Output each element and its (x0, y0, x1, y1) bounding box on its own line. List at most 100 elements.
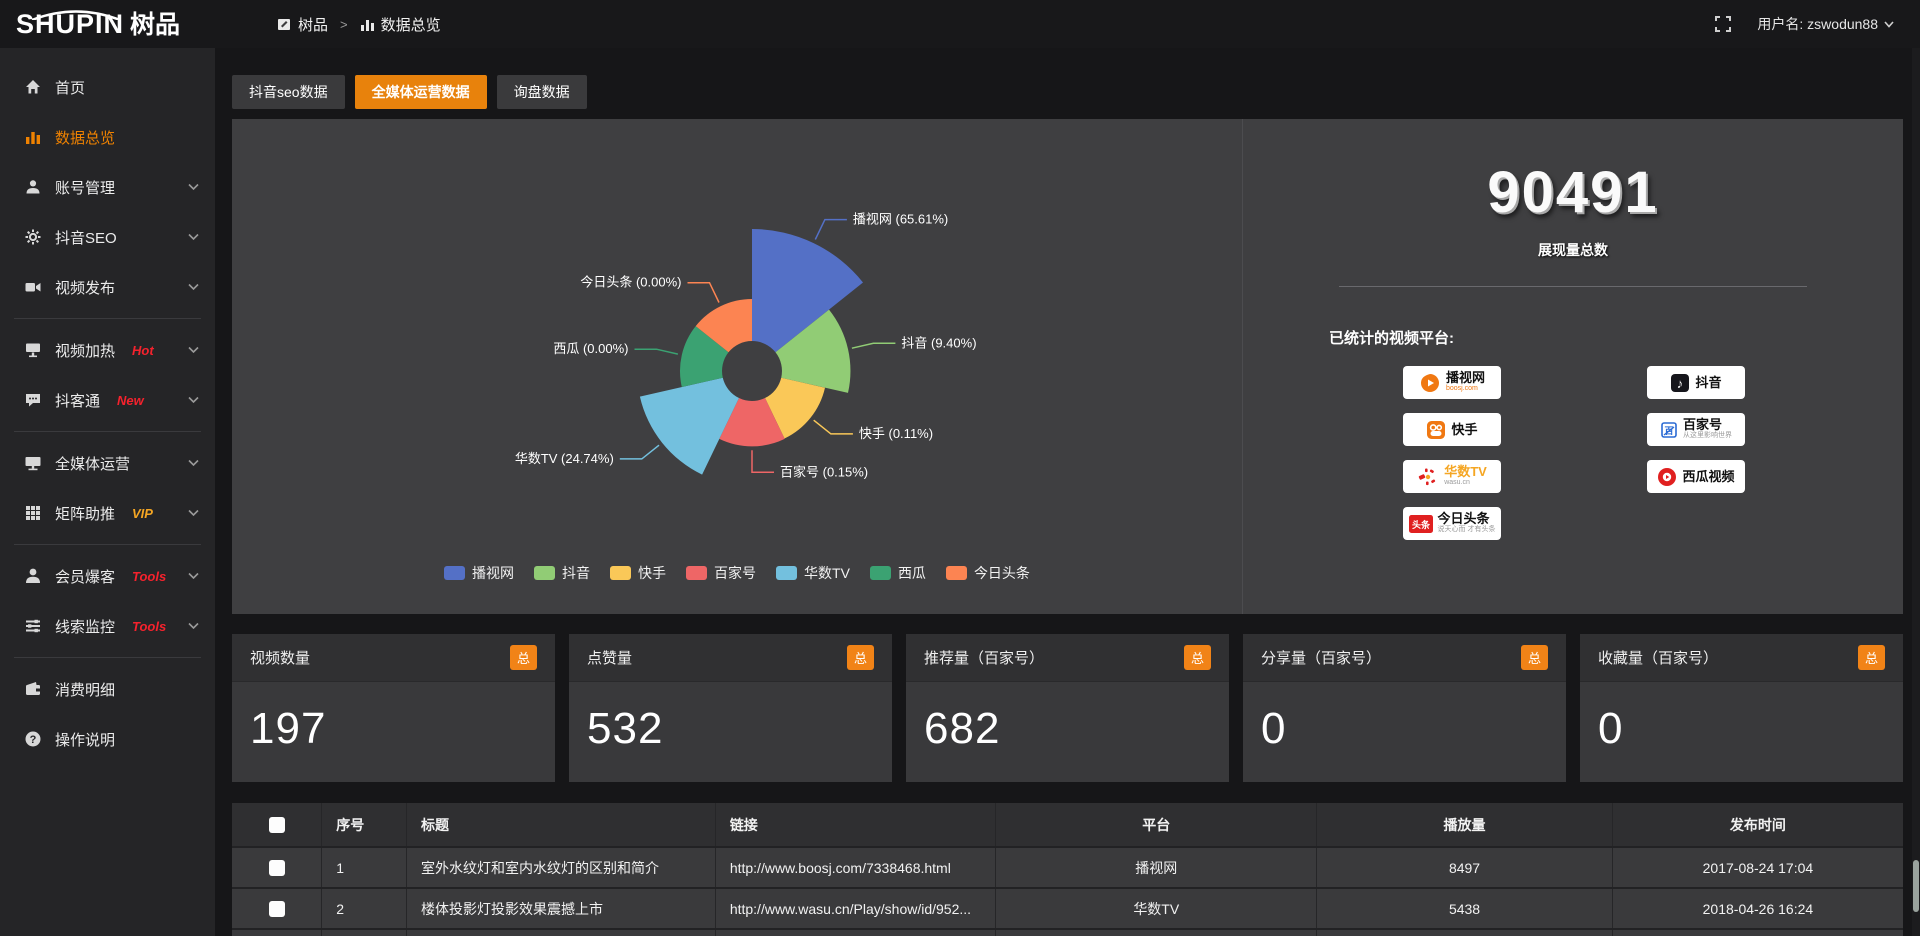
chevron-down-icon (188, 283, 199, 291)
pie-slice-5[interactable] (679, 326, 729, 387)
total-badge: 总 (509, 645, 537, 670)
legend-label: 播视网 (472, 565, 515, 581)
sidebar-item-all-media-operation[interactable]: 全媒体运营 (0, 438, 215, 488)
sidebar-item-clue-monitor[interactable]: 线索监控 Tools (0, 601, 215, 651)
table-header: 序号 标题 链接 平台 播放量 发布时间 (232, 803, 1903, 848)
platform-column-left: 播视网 boosj.com 快手 华数TV wasu.cn 头条 今日头条 说天心而 才有头条 (1403, 366, 1501, 540)
legend-item[interactable]: 抖音 (534, 563, 590, 583)
chevron-down-icon (188, 459, 199, 467)
row-index: 2 (321, 888, 407, 930)
pie-slice-4[interactable] (639, 377, 739, 475)
data-tabs: 抖音seo数据 全媒体运营数据 询盘数据 (232, 75, 1903, 109)
sidebar-item-tag: Tools (132, 618, 167, 634)
total-badge: 总 (1520, 645, 1548, 670)
legend-item[interactable]: 西瓜 (869, 563, 926, 583)
legend-label: 抖音 (562, 565, 591, 581)
scrollbar-thumb[interactable] (1913, 860, 1919, 912)
pie-label: 华数TV (24.74%) (515, 451, 614, 466)
logo-arc-icon (31, 9, 121, 20)
video-url-link[interactable]: http://www.boosj.com/7338468.html (714, 847, 996, 889)
platform-sub: 从这里影响世界 (1683, 432, 1732, 440)
sidebar-item-tag: VIP (132, 505, 153, 521)
pie-label-line (751, 450, 774, 474)
platform-sub: boosj.com (1445, 385, 1478, 393)
toutiao-logo-icon: 头条 (1408, 514, 1433, 533)
legend-item[interactable]: 快手 (610, 563, 666, 583)
video-url-link[interactable]: http://www.wasu.cn/Play/show/id/952... (714, 888, 996, 930)
video-url-link[interactable] (714, 929, 996, 936)
tab-douyin-seo-data[interactable]: 抖音seo数据 (232, 75, 345, 109)
stat-card-2: 推荐量（百家号） 总 682 (906, 634, 1229, 782)
pie-chart-area: 播视网 (65.61%) 抖音 (9.40%) 快手 (0.11%) 百家号 (0.1… (232, 119, 1242, 614)
pie-slice-2[interactable] (765, 377, 825, 439)
platform-badge-xigua: 西瓜视频 (1647, 460, 1745, 493)
pie-label-line (687, 281, 720, 303)
sidebar-item-douyin-seo[interactable]: 抖音SEO (0, 212, 215, 262)
sidebar-item-member-baoke[interactable]: 会员爆客 Tools (0, 551, 215, 601)
row-checkbox[interactable] (268, 860, 285, 877)
sidebar-item-label: 矩阵助推 (55, 505, 116, 523)
play-count-cell: 5438 (1316, 888, 1613, 930)
tab-inquiry-data[interactable]: 询盘数据 (496, 75, 587, 109)
pie-slice-1[interactable] (775, 309, 851, 393)
legend-swatch (945, 566, 967, 580)
sidebar-item-label: 操作说明 (55, 731, 116, 749)
legend-swatch (534, 566, 556, 580)
legend-item[interactable]: 华数TV (776, 563, 850, 583)
table-row (232, 929, 1903, 936)
sidebar-item-data-overview[interactable]: 数据总览 (0, 112, 215, 162)
tab-all-media-data[interactable]: 全媒体运营数据 (354, 75, 487, 109)
platform-name: 华数TV (1444, 464, 1487, 480)
breadcrumb-item-root[interactable]: 树品 (277, 14, 328, 35)
sidebar-item-label: 会员爆客 (55, 568, 116, 586)
sidebar-divider (14, 544, 201, 545)
legend-item[interactable]: 播视网 (444, 563, 514, 583)
publish-time-cell (1611, 929, 1903, 936)
pie-label-line (634, 348, 679, 355)
breadcrumb-item-current[interactable]: 数据总览 (360, 14, 441, 35)
sidebar-item-home[interactable]: 首页 (0, 62, 215, 112)
platform-name: 百家号 (1683, 417, 1723, 433)
platform-name: 快手 (1451, 422, 1478, 437)
sidebar-item-consume-detail[interactable]: 消费明细 (0, 664, 215, 714)
sidebar-item-video-heat[interactable]: 视频加热 Hot (0, 325, 215, 375)
svg-text:♪: ♪ (1677, 376, 1684, 391)
legend-item[interactable]: 今日头条 (945, 563, 1030, 583)
total-badge: 总 (1857, 645, 1885, 670)
sidebar-item-label: 线索监控 (55, 618, 116, 636)
pie-slice-3[interactable] (719, 398, 785, 447)
sidebar-item-account-manage[interactable]: 账号管理 (0, 162, 215, 212)
pie-label-line (813, 419, 853, 435)
legend-item[interactable]: 百家号 (686, 563, 756, 583)
chevron-down-icon (188, 572, 199, 580)
pie-label-line (851, 342, 896, 349)
row-checkbox[interactable] (268, 901, 285, 918)
platform-cell (995, 929, 1317, 936)
stat-card-0: 视频数量 总 197 (232, 634, 555, 782)
xigua-logo-icon (1657, 467, 1677, 487)
platform-badge-baijiahao: 百百家号从这里影响世界 (1647, 413, 1745, 446)
sidebar-item-matrix-boost[interactable]: 矩阵助推 VIP (0, 488, 215, 538)
breadcrumb: 树品 > 数据总览 (277, 14, 441, 35)
stat-card-header: 推荐量（百家号） 总 (906, 634, 1229, 682)
video-title-link[interactable]: 室外水纹灯和室内水纹灯的区别和简介 (406, 847, 716, 889)
pie-label: 今日头条 (0.00%) (580, 275, 681, 290)
sidebar-item-operation-guide[interactable]: ? 操作说明 (0, 714, 215, 764)
row-checkbox-cell (232, 888, 322, 930)
pie-label: 西瓜 (0.00%) (553, 341, 628, 356)
gear-icon (24, 228, 42, 246)
video-title-link[interactable] (406, 929, 716, 936)
video-title-link[interactable]: 楼体投影灯投影效果震撼上市 (406, 888, 716, 930)
sidebar-item-video-publish[interactable]: 视频发布 (0, 262, 215, 312)
stat-card-label: 视频数量 (250, 650, 311, 667)
legend-label: 今日头条 (973, 565, 1030, 581)
platform-name: 今日头条 (1437, 511, 1490, 527)
pie-slice-6[interactable] (695, 299, 752, 353)
fullscreen-icon[interactable] (1715, 16, 1732, 32)
display-icon (24, 454, 42, 472)
user-menu[interactable]: 用户名: zswodun88 (1757, 14, 1894, 34)
sidebar-item-doukertong[interactable]: 抖客通 New (0, 375, 215, 425)
pie-slice-0[interactable] (752, 229, 863, 353)
breadcrumb-separator: > (340, 16, 348, 32)
select-all-checkbox[interactable] (268, 817, 285, 834)
